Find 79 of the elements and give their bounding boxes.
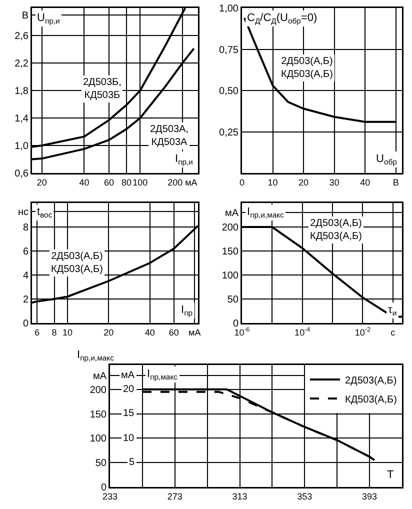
x-axis-title: I$_{пр}$ xyxy=(181,304,193,318)
x-tick-label: 10 xyxy=(268,177,278,188)
legend-label: 2Д503(А,Б) xyxy=(345,375,397,386)
y-tick-label: мА xyxy=(224,208,239,220)
x-tick-label: 393 xyxy=(362,491,378,502)
x-tick-label: 60 xyxy=(104,177,114,188)
series-label: 2Д503(А,Б) КД503(А,Б) xyxy=(310,218,362,242)
y-tick-label: 0,75 xyxy=(219,44,239,56)
y-tick-label: 150 xyxy=(90,409,107,420)
y-tick-label: 0 xyxy=(100,482,107,494)
y-tick-label: 100 xyxy=(222,270,239,282)
y-tick-label: 0 xyxy=(232,318,239,330)
y-tick-label: 4 xyxy=(22,270,29,282)
x-tick-label: 40 xyxy=(144,327,155,338)
y-tick-label: нс xyxy=(18,206,28,218)
series-label: 2Д503Б, КД503Б xyxy=(83,77,122,101)
y-tick-label: 6 xyxy=(22,246,29,258)
x-tick-label: 10$^{-2}$ xyxy=(354,326,372,338)
y-tick-label: 2 xyxy=(22,294,29,306)
y-tick-label: 200 xyxy=(222,222,239,234)
y2-axis-title: I$_{пр,макс}$ xyxy=(147,368,178,382)
y-tick-label: 0,25 xyxy=(219,127,239,138)
x-tick-label: 40 xyxy=(360,177,370,188)
x-tick-label: 10$^{-4}$ xyxy=(294,326,311,338)
y2-tick-label: 15 xyxy=(123,408,135,419)
x-tick-label: 353 xyxy=(297,491,312,502)
x-tick-label: 30 xyxy=(329,177,340,188)
x-tick-label: 10$^{-6}$ xyxy=(234,326,250,338)
y-tick-label: 100 xyxy=(90,434,107,445)
y-tick-label: 1,4 xyxy=(14,114,29,124)
x-tick-label: мА xyxy=(188,327,201,338)
x-tick-label: с xyxy=(390,327,396,338)
series-label: 2Д503(А,Б) КД503(А,Б) xyxy=(281,56,333,80)
x-tick-label: 6 xyxy=(34,327,40,338)
x-axis-title: τ$_{и}$ xyxy=(388,304,397,318)
y-tick-label: 150 xyxy=(222,246,239,258)
y-axis-title: I$_{пр,и,макс}$ xyxy=(77,349,114,362)
y-axis-title: I$_{пр,и,макс}$ xyxy=(247,206,284,220)
x-tick-label: 60 xyxy=(168,327,179,338)
y2-tick-label: мА xyxy=(121,370,135,381)
y-tick-label: 50 xyxy=(95,458,107,470)
x-tick-label: 20 xyxy=(104,327,114,338)
x-tick-label: В xyxy=(392,177,399,188)
y-tick-label: 1,8 xyxy=(14,86,29,97)
y-tick-label: 8 xyxy=(22,222,29,234)
x-tick-label: 233 xyxy=(102,491,118,502)
y-axis-title: t$_{вос}$ xyxy=(37,206,52,220)
series-label: 2Д503А, КД503А xyxy=(150,124,188,148)
x-tick-label: 80 xyxy=(122,177,132,188)
y2-tick-label: 20 xyxy=(123,384,135,395)
y2-tick-label: 5 xyxy=(129,457,135,468)
x-tick-label: 273 xyxy=(167,491,182,502)
x-tick-label: 20 xyxy=(298,177,309,188)
y-tick-label: 0,50 xyxy=(219,86,239,97)
y-tick-label: мА xyxy=(92,371,107,382)
x-axis-title: T xyxy=(387,469,394,481)
x-tick-label: 40 xyxy=(79,177,90,188)
y-tick-label: 0,6 xyxy=(14,168,29,180)
y2-tick-label: 10 xyxy=(123,433,135,444)
x-tick-label: 200 мА xyxy=(168,177,198,188)
y-tick-label: В xyxy=(22,10,29,22)
x-tick-label: 100 xyxy=(132,177,148,188)
x-tick-label: 20 xyxy=(36,177,47,188)
x-axis-title: U$_{обр}$ xyxy=(376,153,397,166)
y-tick-label: 200 xyxy=(90,384,107,396)
x-tick-label: 8 xyxy=(52,327,57,338)
legend-label: КД503(А,Б) xyxy=(345,394,397,406)
y-tick-label: 2,6 xyxy=(14,31,29,42)
series-label: 2Д503(А,Б) КД503(А,Б) xyxy=(51,251,103,275)
x-axis-title: I$_{пр,и}$ xyxy=(175,153,193,166)
y-tick-label: 50 xyxy=(227,294,239,306)
x-tick-label: 10 xyxy=(62,327,73,338)
y-tick-label: 0 xyxy=(22,318,29,330)
x-tick-label: 313 xyxy=(232,491,248,502)
y-tick-label: 2,2 xyxy=(14,58,29,70)
y-tick-label: 1,00 xyxy=(219,4,239,14)
y-axis-title: C$_{Д}$/C$_{Д}$(U$_{обр}$=0) xyxy=(247,12,318,26)
y-tick-label: 1,0 xyxy=(14,141,29,152)
y-axis-title: U$_{пр,и}$ xyxy=(37,12,60,26)
